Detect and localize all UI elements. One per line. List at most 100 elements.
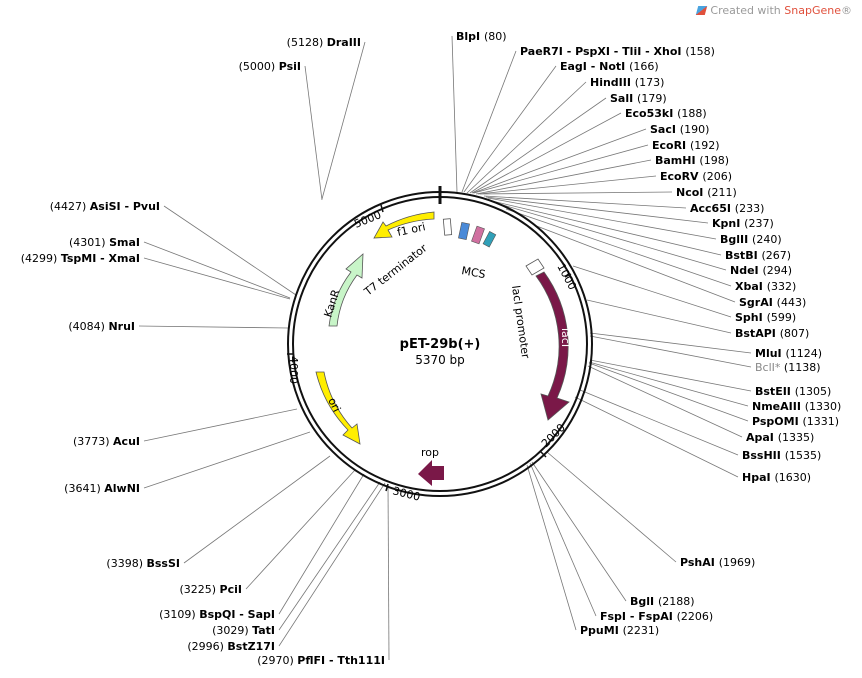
right-site-label[interactable]: Acc65I (233) bbox=[690, 202, 764, 215]
site-name: AcuI bbox=[113, 435, 140, 448]
right-site-label[interactable]: SgrAI (443) bbox=[739, 296, 806, 309]
feature-f1-ori[interactable]: f1 ori bbox=[373, 211, 435, 239]
feature-label-laci: lacI bbox=[559, 328, 572, 347]
left-site-label[interactable]: (3398) BssSI bbox=[106, 557, 180, 570]
left-site-label[interactable]: (3109) BspQI - SapI bbox=[159, 608, 275, 621]
right-site-label[interactable]: HindIII (173) bbox=[590, 76, 664, 89]
right-site-label[interactable]: EcoRI (192) bbox=[652, 139, 720, 152]
site-name: NmeAIII bbox=[752, 400, 805, 413]
site-position: (4427) bbox=[50, 200, 90, 213]
feature-rop[interactable]: rop bbox=[418, 446, 444, 486]
leader-line bbox=[143, 408, 298, 442]
left-site-label[interactable]: (4427) AsiSI - PvuI bbox=[50, 200, 160, 213]
site-name: BstAPI bbox=[735, 327, 780, 340]
right-site-label[interactable]: SalI (179) bbox=[610, 92, 667, 105]
leader-line bbox=[587, 365, 743, 438]
right-site-label[interactable]: KpnI (237) bbox=[712, 217, 774, 230]
site-name: HindIII bbox=[590, 76, 635, 89]
right-site-label[interactable]: BstEII (1305) bbox=[755, 385, 831, 398]
site-position: (190) bbox=[680, 123, 710, 136]
site-name: PaeR7I - PspXI - TliI - XhoI bbox=[520, 45, 685, 58]
feature-laci-promoter[interactable]: lacI promoter bbox=[509, 258, 545, 360]
feature-mcs[interactable]: MCS bbox=[458, 221, 497, 281]
right-site-label[interactable]: BstBI (267) bbox=[725, 249, 791, 262]
site-position: (294) bbox=[762, 264, 792, 277]
site-name: AsiSI - PvuI bbox=[90, 200, 160, 213]
leader-line bbox=[138, 325, 289, 329]
leader-line bbox=[451, 35, 458, 193]
left-site-label[interactable]: (3225) PciI bbox=[179, 583, 242, 596]
site-name: Eco53kI bbox=[625, 107, 677, 120]
right-site-label[interactable]: PaeR7I - PspXI - TliI - XhoI (158) bbox=[520, 45, 715, 58]
leader-line bbox=[526, 464, 577, 631]
right-site-label[interactable]: PshAI (1969) bbox=[680, 556, 755, 569]
site-name: FspI - FspAI bbox=[600, 610, 677, 623]
right-site-label[interactable]: PspOMI (1331) bbox=[752, 415, 839, 428]
right-site-label[interactable]: BssHII (1535) bbox=[742, 449, 821, 462]
site-name: BstEII bbox=[755, 385, 795, 398]
leader-line bbox=[278, 473, 365, 615]
site-name: BspQI - SapI bbox=[199, 608, 275, 621]
right-site-label[interactable]: Eco53kI (188) bbox=[625, 107, 707, 120]
site-name: NdeI bbox=[730, 264, 762, 277]
tick-label-3000: 3000 bbox=[391, 484, 421, 503]
left-site-label[interactable]: (4299) TspMI - XmaI bbox=[21, 252, 140, 265]
plasmid-name: pET-29b(+) bbox=[400, 337, 481, 352]
leader-line bbox=[586, 299, 732, 334]
site-name: MluI bbox=[755, 347, 785, 360]
right-site-label[interactable]: XbaI (332) bbox=[735, 280, 796, 293]
leader-line bbox=[183, 455, 331, 564]
right-site-label[interactable]: SacI (190) bbox=[650, 123, 709, 136]
left-site-label[interactable]: (5000) PsiI bbox=[239, 60, 301, 73]
site-position: (1305) bbox=[795, 385, 832, 398]
leader-line bbox=[495, 202, 727, 271]
site-position: (2970) bbox=[257, 654, 297, 667]
feature-laci[interactable]: lacI bbox=[535, 271, 572, 421]
site-position: (1535) bbox=[785, 449, 822, 462]
tick-2000: 2000 bbox=[539, 421, 568, 458]
right-site-label[interactable]: BamHI (198) bbox=[655, 154, 729, 167]
left-site-label[interactable]: (4084) NruI bbox=[68, 320, 135, 333]
leader-line bbox=[163, 205, 297, 296]
right-site-labels: BlpI (80) PaeR7I - PspXI - TliI - XhoI (1… bbox=[456, 30, 841, 637]
feature-label-ori: ori bbox=[325, 396, 343, 415]
right-site-label[interactable]: HpaI (1630) bbox=[742, 471, 811, 484]
leader-line bbox=[278, 482, 386, 647]
feature-ori[interactable]: ori bbox=[315, 371, 361, 445]
left-site-label[interactable]: (5128) DraIII bbox=[287, 36, 361, 49]
tick-4000: 4000 bbox=[287, 353, 300, 384]
left-site-label[interactable]: (3641) AlwNI bbox=[64, 482, 140, 495]
left-site-label[interactable]: (2996) BstZ17I bbox=[187, 640, 275, 653]
right-site-label[interactable]: MluI (1124) bbox=[755, 347, 822, 360]
left-site-label[interactable]: (4301) SmaI bbox=[69, 236, 140, 249]
right-site-label[interactable]: EagI - NotI (166) bbox=[560, 60, 659, 73]
right-site-label[interactable]: BclI* (1138) bbox=[755, 361, 820, 374]
leader-line bbox=[589, 335, 752, 368]
right-site-label[interactable]: BstAPI (807) bbox=[735, 327, 809, 340]
right-site-label[interactable]: FspI - FspAI (2206) bbox=[600, 610, 713, 623]
right-site-label[interactable]: BglI (2188) bbox=[630, 595, 695, 608]
right-site-label[interactable]: SphI (599) bbox=[735, 311, 796, 324]
site-position: (332) bbox=[767, 280, 797, 293]
feature-label-f1-ori: f1 ori bbox=[396, 220, 427, 239]
right-site-label[interactable]: ApaI (1335) bbox=[746, 431, 814, 444]
right-site-label[interactable]: BglII (240) bbox=[720, 233, 782, 246]
right-site-label[interactable]: NmeAIII (1330) bbox=[752, 400, 841, 413]
left-site-label[interactable]: (3029) TatI bbox=[212, 624, 275, 637]
leader-line bbox=[533, 224, 736, 303]
site-name: TspMI - XmaI bbox=[61, 252, 140, 265]
right-site-label[interactable]: NdeI (294) bbox=[730, 264, 792, 277]
site-position: (267) bbox=[762, 249, 792, 262]
feature-kanr[interactable]: KanR bbox=[321, 253, 364, 327]
right-site-label[interactable]: BlpI (80) bbox=[456, 30, 507, 43]
leader-line bbox=[143, 257, 291, 300]
left-site-label[interactable]: (2970) PflFI - Tth111I bbox=[257, 654, 385, 667]
leader-line bbox=[461, 50, 517, 193]
right-site-label[interactable]: NcoI (211) bbox=[676, 186, 737, 199]
leader-line bbox=[387, 483, 390, 661]
right-site-label[interactable]: EcoRV (206) bbox=[660, 170, 732, 183]
right-site-label[interactable]: PpuMI (2231) bbox=[580, 624, 659, 637]
tick-5000: 5000 bbox=[352, 204, 384, 231]
left-site-label[interactable]: (3773) AcuI bbox=[73, 435, 140, 448]
